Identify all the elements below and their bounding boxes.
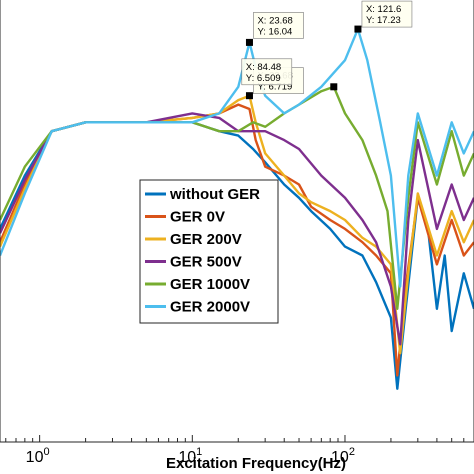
x-axis-label: Excitation Frequency(Hz) (166, 455, 346, 472)
data-tip-x: X: 84.48 (246, 62, 281, 73)
data-tip-marker (330, 83, 338, 91)
data-tip-marker (245, 38, 253, 46)
data-tip: X: 84.48Y: 6.509 (241, 58, 293, 86)
legend-label: GER 0V (170, 209, 225, 226)
data-tip: X: 23.68Y: 16.04 (253, 12, 304, 39)
legend: without GER GER 0V GER 200V GER 500V GER 100… (139, 179, 279, 324)
x-tick-label: 102 (331, 446, 355, 466)
legend-box (139, 179, 279, 324)
data-tip-x: X: 121.6 (366, 4, 401, 15)
data-tip-y: Y: 16.04 (257, 26, 292, 37)
series-line-5 (0, 27, 474, 288)
legend-label: GER 2000V (170, 299, 250, 316)
data-tip-marker (354, 25, 362, 33)
plot-frame (0, 0, 474, 443)
legend-label: GER 500V (170, 254, 242, 271)
data-tip-box (361, 0, 413, 28)
x-tick-label: 100 (26, 446, 50, 466)
data-tip: X: 121.6Y: 17.23 (361, 0, 413, 28)
data-tip-x: X: 23.68 (257, 15, 292, 26)
data-tip-box (241, 58, 293, 86)
data-tip-marker (245, 92, 253, 100)
x-tick-label: 101 (178, 446, 202, 466)
legend-label: without GER (169, 186, 260, 203)
data-tip-box (253, 12, 304, 39)
legend-label: GER 1000V (170, 276, 250, 293)
data-tip-y: Y: 6.719 (257, 82, 292, 93)
legend-label: GER 200V (170, 231, 242, 248)
x-ticks: 100 101 102 (5, 435, 474, 466)
series-layer (0, 27, 474, 390)
data-tip-y: Y: 6.509 (246, 73, 281, 84)
data-tip-y: Y: 17.23 (366, 15, 401, 26)
